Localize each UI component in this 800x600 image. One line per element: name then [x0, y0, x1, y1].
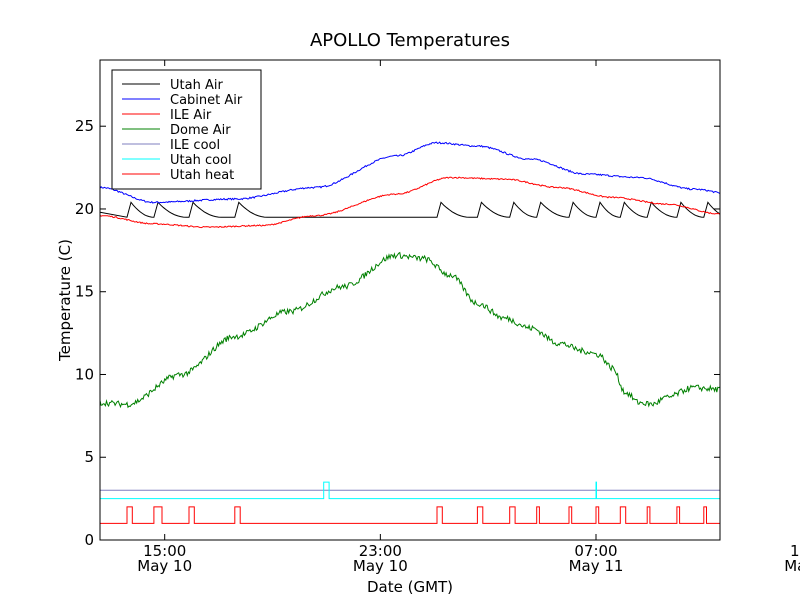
series-line-utah-cool [100, 481, 720, 500]
x-tick-label-date: May 11 [569, 557, 624, 575]
x-axis-label: Date (GMT) [367, 578, 453, 596]
x-tick-label-time: 23:00 [359, 542, 402, 560]
x-tick-label-time: 15:00 [790, 542, 800, 560]
x-tick-label-date: May 10 [137, 557, 192, 575]
x-tick-label-time: 07:00 [574, 542, 617, 560]
y-tick-label: 0 [84, 531, 94, 549]
series-line-cabinet-air [100, 141, 720, 204]
chart-title: APOLLO Temperatures [310, 30, 510, 51]
y-tick-label: 15 [75, 283, 94, 301]
legend-label-ile-air: ILE Air [170, 108, 212, 123]
y-tick-label: 20 [75, 200, 94, 218]
series-line-utah-air [100, 201, 720, 218]
y-tick-label: 5 [84, 448, 94, 466]
y-axis-label: Temperature (C) [56, 239, 74, 362]
plot-frame [99, 59, 721, 541]
y-tick-label: 25 [75, 117, 94, 135]
series-line-dome-air [100, 251, 720, 409]
legend-label-utah-heat: Utah heat [170, 168, 234, 183]
legend-label-utah-air: Utah Air [170, 78, 223, 93]
series-layer [100, 141, 720, 524]
legend-label-dome-air: Dome Air [170, 123, 231, 138]
series-line-utah-heat [100, 506, 720, 524]
x-tick-label-time: 15:00 [143, 542, 186, 560]
legend-label-cabinet-air: Cabinet Air [170, 93, 243, 108]
x-tick-label-date: May 10 [353, 557, 408, 575]
series-line-ile-air [100, 176, 720, 229]
y-tick-label: 10 [75, 365, 94, 383]
x-tick-label-date: May 11 [784, 557, 800, 575]
legend-label-utah-cool: Utah cool [170, 153, 232, 168]
legend-label-ile-cool: ILE cool [170, 138, 220, 153]
